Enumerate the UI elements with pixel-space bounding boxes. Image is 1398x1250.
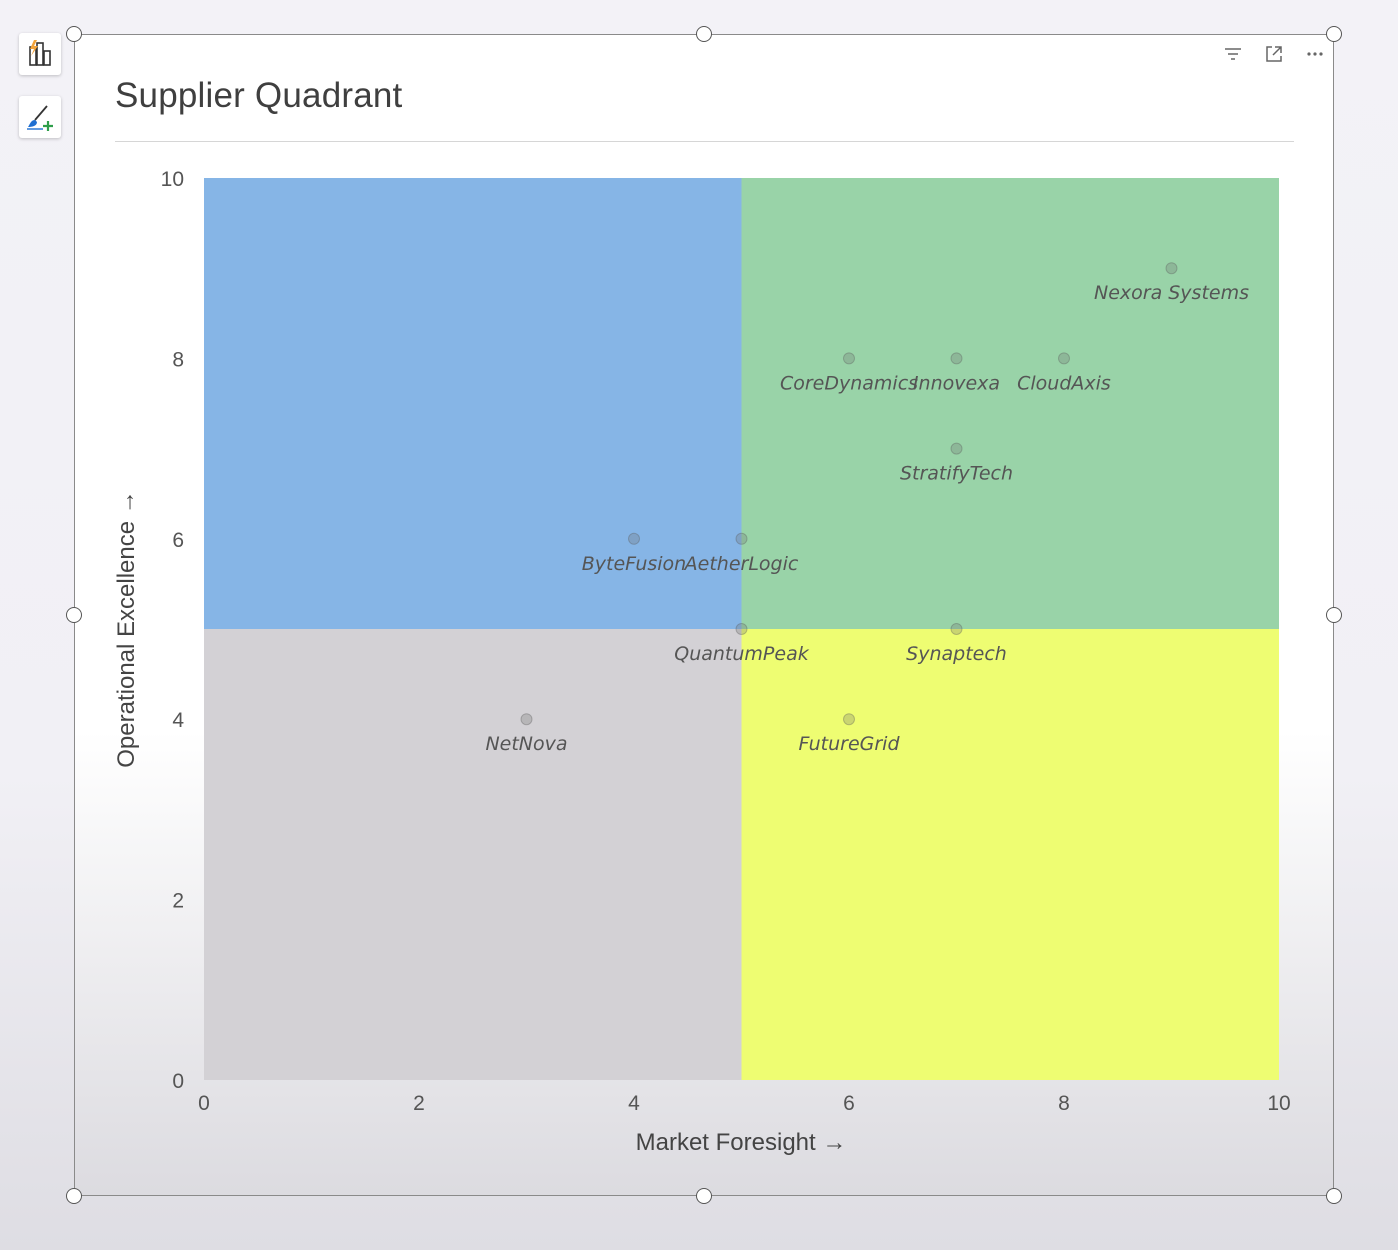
x-axis-title: Market Foresight → xyxy=(636,1129,847,1156)
y-tick-label: 8 xyxy=(172,348,184,371)
data-point[interactable]: ByteFusion xyxy=(582,532,686,575)
x-tick-label: 2 xyxy=(413,1092,425,1115)
chart-title: Supplier Quadrant xyxy=(115,76,403,115)
title-divider xyxy=(115,141,1294,142)
y-tick-label: 0 xyxy=(172,1070,184,1093)
build-visual-button[interactable] xyxy=(19,33,61,75)
quadrant-top-left xyxy=(204,178,742,629)
axis-ticks: 0 2 4 6 8 10 0 2 4 6 8 10 xyxy=(161,168,1291,1115)
data-point[interactable]: CoreDynamics xyxy=(780,352,918,395)
resize-handle-bottom-right[interactable] xyxy=(1326,1188,1342,1204)
resize-handle-top-left[interactable] xyxy=(66,26,82,42)
data-point-marker[interactable] xyxy=(628,532,640,545)
y-tick-label: 2 xyxy=(172,890,184,913)
focus-mode-icon xyxy=(1266,46,1282,62)
data-point-marker[interactable] xyxy=(735,623,748,635)
x-tick-label: 4 xyxy=(628,1092,640,1115)
y-tick-label: 6 xyxy=(172,529,184,552)
data-point[interactable]: CloudAxis xyxy=(1017,352,1111,395)
quadrant-bottom-left xyxy=(204,629,742,1080)
data-point-label: QuantumPeak xyxy=(674,643,809,665)
data-point-label: ByteFusion xyxy=(582,553,686,575)
data-point[interactable]: StratifyTech xyxy=(900,442,1013,485)
resize-handle-right[interactable] xyxy=(1326,607,1342,623)
data-point-marker[interactable] xyxy=(950,442,963,455)
resize-handle-bottom-left[interactable] xyxy=(66,1188,82,1204)
data-point-marker[interactable] xyxy=(735,532,748,545)
resize-handle-top[interactable] xyxy=(696,26,712,42)
data-point-label: AetherLogic xyxy=(683,553,799,575)
data-point-label: CloudAxis xyxy=(1017,372,1111,394)
data-point[interactable]: Innovexa xyxy=(913,352,1000,395)
bar-chart-lightning-icon xyxy=(29,40,51,66)
format-brush-icon xyxy=(27,105,53,131)
data-point-label: StratifyTech xyxy=(900,463,1013,485)
resize-handle-bottom[interactable] xyxy=(696,1188,712,1204)
more-options-button[interactable] xyxy=(1303,42,1327,66)
resize-handle-left[interactable] xyxy=(66,607,82,623)
filter-icon xyxy=(1225,48,1241,60)
data-point-label: FutureGrid xyxy=(798,733,900,755)
data-point-label: NetNova xyxy=(485,733,567,755)
data-point-label: CoreDynamics xyxy=(780,372,918,394)
data-point-label: Synaptech xyxy=(906,643,1007,665)
data-point-label: Nexora Systems xyxy=(1094,282,1249,304)
quadrant-bottom-right xyxy=(741,629,1279,1080)
format-visual-button[interactable] xyxy=(19,96,61,138)
filter-button[interactable] xyxy=(1221,42,1245,66)
data-point[interactable]: FutureGrid xyxy=(798,713,900,756)
data-point[interactable]: Synaptech xyxy=(906,623,1007,666)
y-tick-label: 4 xyxy=(172,709,184,732)
data-point[interactable]: NetNova xyxy=(485,713,568,756)
data-point-marker[interactable] xyxy=(520,713,533,726)
data-point-label: Innovexa xyxy=(913,372,1000,394)
data-point-marker[interactable] xyxy=(950,352,963,365)
data-point-marker[interactable] xyxy=(843,713,855,726)
x-tick-label: 10 xyxy=(1267,1092,1290,1115)
y-axis-title: Operational Excellence → xyxy=(113,490,140,767)
x-tick-label: 8 xyxy=(1058,1092,1070,1115)
data-point-marker[interactable] xyxy=(1058,352,1070,365)
x-tick-label: 0 xyxy=(198,1092,210,1115)
quadrant-backgrounds xyxy=(204,178,1279,1080)
y-tick-label: 10 xyxy=(161,168,184,191)
data-point-marker[interactable] xyxy=(843,352,855,365)
quadrant-top-right xyxy=(741,178,1279,629)
data-point[interactable]: AetherLogic xyxy=(683,532,799,575)
data-point[interactable]: Nexora Systems xyxy=(1094,262,1249,305)
data-point[interactable]: QuantumPeak xyxy=(674,623,810,666)
data-point-marker[interactable] xyxy=(950,623,963,635)
more-options-icon xyxy=(1307,52,1323,56)
data-point-marker[interactable] xyxy=(1165,262,1178,275)
focus-mode-button[interactable] xyxy=(1262,42,1286,66)
x-tick-label: 6 xyxy=(843,1092,855,1115)
resize-handle-top-right[interactable] xyxy=(1326,26,1342,42)
